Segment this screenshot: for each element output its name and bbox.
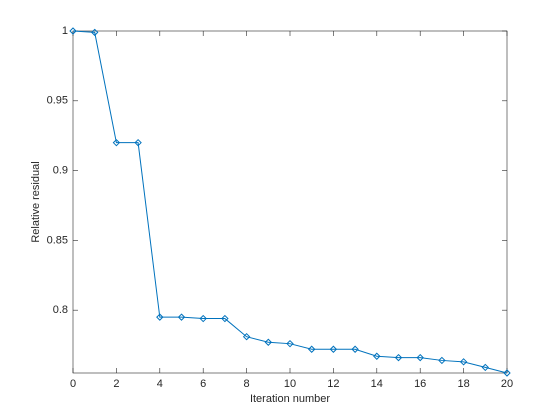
series-line — [72, 30, 508, 374]
x-tick-label: 8 — [244, 378, 250, 390]
y-tick-label: 1 — [62, 25, 68, 37]
marker — [264, 338, 273, 346]
marker — [459, 358, 468, 366]
marker — [307, 345, 316, 353]
y-tick-label: 0.95 — [47, 95, 68, 107]
y-axis-label: Relative residual — [30, 161, 42, 242]
marker — [394, 353, 403, 362]
x-tick-label: 18 — [457, 378, 469, 390]
marker — [199, 314, 207, 323]
marker — [373, 352, 381, 360]
marker — [221, 314, 229, 323]
x-tick-label: 6 — [200, 378, 206, 390]
marker — [351, 345, 359, 353]
marker — [69, 27, 77, 35]
axes-box — [72, 30, 508, 374]
y-tick-label: 0.85 — [47, 234, 68, 246]
marker — [481, 363, 490, 372]
x-axis-label: Iteration number — [250, 393, 330, 405]
x-tick-label: 10 — [284, 378, 296, 390]
marker — [90, 28, 99, 37]
marker — [416, 353, 424, 362]
marker — [286, 339, 294, 348]
x-tick-label: 12 — [327, 378, 339, 390]
marker — [329, 345, 338, 353]
marker — [112, 138, 121, 147]
marker — [134, 138, 142, 147]
y-tick-label: 0.9 — [53, 164, 68, 176]
x-tick-label: 2 — [113, 378, 119, 390]
marker — [242, 332, 251, 341]
x-tick-label: 4 — [157, 378, 163, 390]
marker — [438, 356, 446, 365]
marker — [156, 313, 164, 321]
x-tick-label: 14 — [371, 378, 383, 390]
y-tick-label: 0.8 — [53, 304, 68, 316]
x-tick-label: 0 — [70, 378, 76, 390]
x-tick-label: 16 — [414, 378, 426, 390]
x-tick-label: 20 — [501, 378, 513, 390]
marker — [503, 369, 511, 377]
marker — [177, 313, 186, 321]
